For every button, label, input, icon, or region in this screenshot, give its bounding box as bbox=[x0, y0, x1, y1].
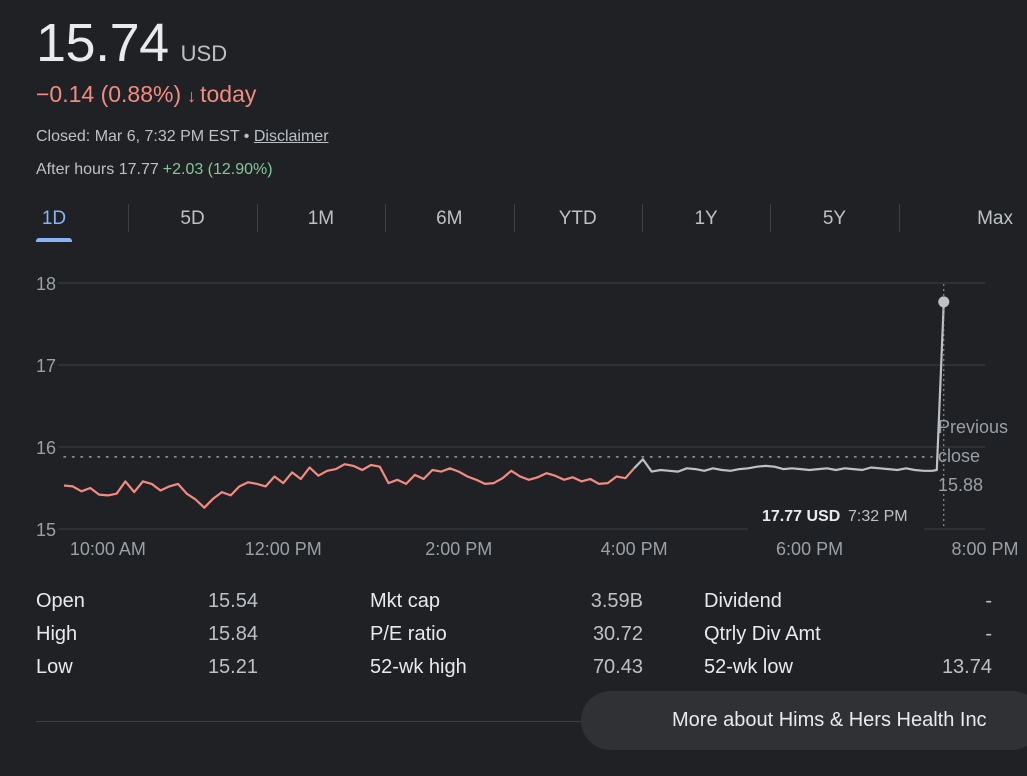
stats-table: Open 15.54 Mkt cap 3.59B Dividend - High 15.84 P… bbox=[36, 590, 996, 689]
tab-5d[interactable]: 5D bbox=[128, 200, 256, 244]
previous-close-label: Previous bbox=[938, 417, 1008, 437]
stat-value: 30.72 bbox=[592, 623, 643, 645]
stat-label: Open bbox=[36, 590, 85, 612]
tab-1d[interactable]: 1D bbox=[18, 200, 90, 244]
tab-separator bbox=[128, 204, 130, 232]
market-status: Closed: Mar 6, 7:32 PM EST • Disclaimer bbox=[36, 128, 329, 146]
stat-label: Low bbox=[36, 656, 73, 678]
stat-label: 52-wk high bbox=[370, 656, 467, 678]
separator-dot: • bbox=[243, 128, 250, 145]
closed-text: Closed: Mar 6, 7:32 PM EST bbox=[36, 128, 240, 145]
stat-label: 52-wk low bbox=[704, 656, 793, 678]
stat-value: 70.43 bbox=[592, 656, 643, 678]
tooltip-price: 17.77 USD bbox=[762, 508, 840, 525]
currency-label: USD bbox=[180, 41, 228, 66]
tab-5y[interactable]: 5Y bbox=[770, 200, 898, 244]
tab-separator bbox=[256, 204, 258, 232]
stat-value: 3.59B bbox=[590, 590, 643, 612]
tab-label: 5D bbox=[180, 208, 205, 229]
tab-6m[interactable]: 6M bbox=[385, 200, 513, 244]
last-point-marker bbox=[938, 296, 950, 308]
previous-close-label: 15.88 bbox=[938, 475, 983, 495]
after-hours-line bbox=[633, 301, 945, 473]
tab-separator bbox=[641, 204, 643, 232]
x-tick-label: 6:00 PM bbox=[776, 539, 843, 559]
y-tick-label: 15 bbox=[36, 520, 56, 540]
price-change: −0.14 (0.88%) ↓ today bbox=[36, 81, 256, 108]
y-tick-label: 16 bbox=[36, 438, 56, 458]
range-tabs: 1D 5D 1M 6M YTD 1Y 5Y Max bbox=[0, 200, 1027, 244]
change-value: −0.14 (0.88%) bbox=[36, 81, 182, 107]
tab-label: 1M bbox=[307, 208, 335, 229]
x-tick-label: 8:00 PM bbox=[951, 539, 1018, 559]
quote-header: 15.74 USD bbox=[36, 12, 227, 74]
stat-value: 15.21 bbox=[207, 656, 258, 678]
price-chart: 15 16 17 18 10:00 AM 12:00 PM 2:00 PM 4:00 PM 6:… bbox=[36, 274, 1019, 559]
tab-label: 6M bbox=[436, 208, 463, 229]
change-period: today bbox=[200, 81, 257, 107]
tab-label: Max bbox=[977, 208, 1013, 229]
tab-label: YTD bbox=[558, 208, 597, 229]
tab-label: 1Y bbox=[694, 208, 718, 229]
stat-label: Qtrly Div Amt bbox=[704, 623, 821, 645]
x-tick-label: 12:00 PM bbox=[245, 539, 322, 559]
tooltip-box bbox=[748, 497, 924, 534]
stat-label: Mkt cap bbox=[370, 590, 441, 612]
tab-separator bbox=[898, 204, 900, 232]
more-about-button[interactable]: More about Hims & Hers Health Inc bbox=[581, 691, 1027, 750]
disclaimer-link[interactable]: Disclaimer bbox=[253, 128, 329, 145]
stat-value: 15.84 bbox=[207, 623, 258, 645]
down-arrow-icon: ↓ bbox=[187, 86, 197, 106]
stat-value: - bbox=[985, 590, 992, 612]
tab-1m[interactable]: 1M bbox=[257, 200, 385, 244]
stat-value: 15.54 bbox=[207, 590, 258, 612]
tab-max[interactable]: Max bbox=[955, 200, 1027, 244]
divider bbox=[36, 721, 596, 722]
tab-1y[interactable]: 1Y bbox=[642, 200, 770, 244]
x-tick-label: 10:00 AM bbox=[70, 539, 146, 559]
regular-session-line bbox=[63, 463, 635, 509]
y-tick-label: 18 bbox=[36, 274, 56, 294]
x-tick-label: 4:00 PM bbox=[601, 539, 668, 559]
tab-ytd[interactable]: YTD bbox=[514, 200, 642, 244]
stat-value: 13.74 bbox=[941, 656, 992, 678]
stat-label: P/E ratio bbox=[370, 623, 447, 645]
tab-label: 5Y bbox=[822, 208, 847, 229]
stats-row: Low 15.21 52-wk high 70.43 52-wk low 13.74 bbox=[36, 656, 996, 689]
stats-row: Open 15.54 Mkt cap 3.59B Dividend - bbox=[36, 590, 996, 623]
active-tab-indicator bbox=[36, 238, 72, 242]
after-hours-change: +2.03 (12.90%) bbox=[162, 161, 273, 178]
tab-separator bbox=[385, 204, 387, 232]
tab-separator bbox=[770, 204, 772, 232]
tab-label: 1D bbox=[41, 208, 67, 229]
stat-label: High bbox=[36, 623, 78, 645]
stats-row: High 15.84 P/E ratio 30.72 Qtrly Div Amt - bbox=[36, 623, 996, 656]
x-tick-label: 2:00 PM bbox=[425, 539, 492, 559]
after-hours-label: After hours 17.77 bbox=[36, 161, 159, 178]
y-tick-label: 17 bbox=[36, 356, 56, 376]
stat-value: - bbox=[985, 623, 992, 645]
current-price: 15.74 bbox=[36, 13, 169, 73]
tab-separator bbox=[513, 204, 515, 232]
after-hours: After hours 17.77 +2.03 (12.90%) bbox=[36, 161, 273, 179]
tooltip-time: 7:32 PM bbox=[848, 508, 908, 525]
previous-close-label: close bbox=[938, 446, 980, 466]
stat-label: Dividend bbox=[704, 590, 782, 612]
